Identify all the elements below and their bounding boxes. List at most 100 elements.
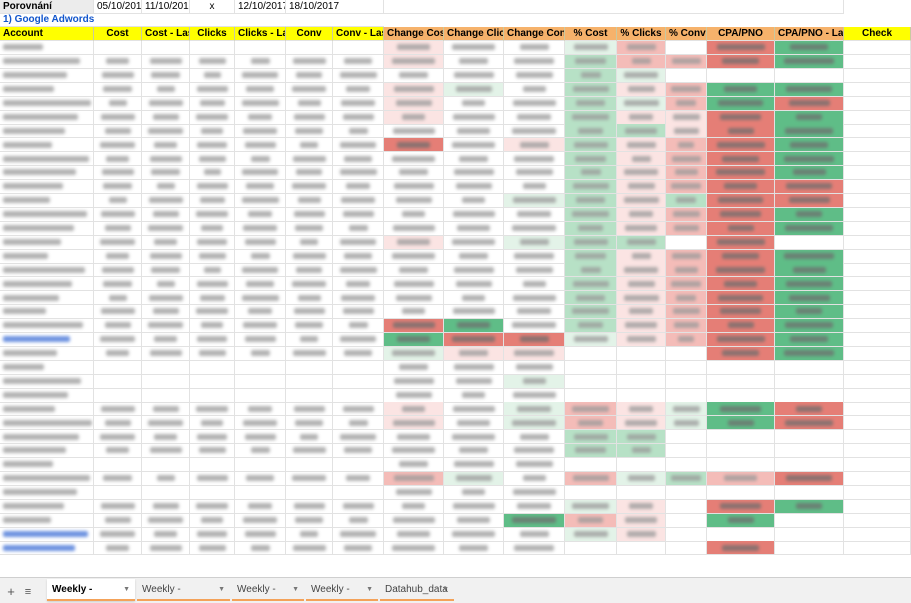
value-cell[interactable]: [775, 180, 844, 194]
value-cell[interactable]: [844, 458, 911, 472]
value-cell[interactable]: [94, 180, 142, 194]
value-cell[interactable]: [504, 430, 565, 445]
value-cell[interactable]: [333, 430, 384, 445]
value-cell[interactable]: [666, 416, 707, 431]
value-cell[interactable]: [142, 499, 190, 514]
value-cell[interactable]: [235, 458, 286, 472]
value-cell[interactable]: [190, 41, 235, 55]
value-cell[interactable]: [666, 458, 707, 472]
value-cell[interactable]: [444, 180, 504, 194]
account-cell[interactable]: [0, 124, 94, 139]
value-cell[interactable]: [504, 54, 565, 69]
value-cell[interactable]: [142, 388, 190, 403]
value-cell[interactable]: [235, 541, 286, 556]
value-cell[interactable]: [190, 513, 235, 528]
value-cell[interactable]: [384, 41, 444, 55]
value-cell[interactable]: [142, 374, 190, 389]
value-cell[interactable]: [504, 346, 565, 361]
value-cell[interactable]: [235, 374, 286, 389]
value-cell[interactable]: [844, 263, 911, 278]
value-cell[interactable]: [384, 221, 444, 236]
value-cell[interactable]: [94, 96, 142, 111]
all-sheets-icon[interactable]: ≡: [24, 586, 32, 598]
value-cell[interactable]: [94, 499, 142, 514]
value-cell[interactable]: [565, 485, 617, 500]
value-cell[interactable]: [384, 291, 444, 306]
value-cell[interactable]: [235, 332, 286, 347]
value-cell[interactable]: [444, 305, 504, 320]
value-cell[interactable]: [190, 68, 235, 83]
value-cell[interactable]: [333, 41, 384, 55]
value-cell[interactable]: [666, 124, 707, 139]
value-cell[interactable]: [844, 152, 911, 167]
range1-from[interactable]: 05/10/2017: [94, 0, 142, 14]
value-cell[interactable]: [775, 471, 844, 486]
value-cell[interactable]: [444, 110, 504, 125]
account-cell[interactable]: [0, 458, 94, 472]
value-cell[interactable]: [94, 374, 142, 389]
value-cell[interactable]: [235, 54, 286, 69]
value-cell[interactable]: [707, 193, 775, 208]
value-cell[interactable]: [504, 527, 565, 542]
value-cell[interactable]: [444, 541, 504, 556]
account-cell[interactable]: [0, 166, 94, 181]
account-cell[interactable]: [0, 180, 94, 194]
sheet-tab[interactable]: Weekly - Adwords ▼: [47, 579, 135, 601]
value-cell[interactable]: [333, 138, 384, 153]
value-cell[interactable]: [565, 513, 617, 528]
value-cell[interactable]: [775, 166, 844, 181]
value-cell[interactable]: [384, 207, 444, 222]
value-cell[interactable]: [707, 152, 775, 167]
value-cell[interactable]: [565, 82, 617, 97]
value-cell[interactable]: [94, 277, 142, 292]
value-cell[interactable]: [444, 458, 504, 472]
value-cell[interactable]: [384, 166, 444, 181]
value-cell[interactable]: [565, 110, 617, 125]
account-cell[interactable]: [0, 110, 94, 125]
value-cell[interactable]: [617, 207, 666, 222]
value-cell[interactable]: [444, 68, 504, 83]
account-cell[interactable]: [0, 541, 94, 556]
value-cell[interactable]: [94, 319, 142, 333]
value-cell[interactable]: [286, 68, 333, 83]
value-cell[interactable]: [666, 193, 707, 208]
value-cell[interactable]: [286, 319, 333, 333]
account-cell[interactable]: [0, 319, 94, 333]
value-cell[interactable]: [286, 166, 333, 181]
value-cell[interactable]: [707, 374, 775, 389]
value-cell[interactable]: [333, 82, 384, 97]
value-cell[interactable]: [565, 263, 617, 278]
value-cell[interactable]: [444, 374, 504, 389]
value-cell[interactable]: [94, 402, 142, 417]
value-cell[interactable]: [504, 291, 565, 306]
value-cell[interactable]: [286, 249, 333, 264]
value-cell[interactable]: [617, 54, 666, 69]
value-cell[interactable]: [844, 374, 911, 389]
value-cell[interactable]: [775, 499, 844, 514]
value-cell[interactable]: [190, 444, 235, 459]
value-cell[interactable]: [384, 499, 444, 514]
value-cell[interactable]: [190, 471, 235, 486]
value-cell[interactable]: [94, 471, 142, 486]
column-header[interactable]: Clicks: [190, 27, 235, 41]
value-cell[interactable]: [235, 138, 286, 153]
value-cell[interactable]: [286, 207, 333, 222]
value-cell[interactable]: [504, 41, 565, 55]
value-cell[interactable]: [565, 235, 617, 250]
value-cell[interactable]: [384, 319, 444, 333]
value-cell[interactable]: [775, 513, 844, 528]
value-cell[interactable]: [333, 541, 384, 556]
value-cell[interactable]: [286, 54, 333, 69]
section-title[interactable]: 1) Google Adwords: [0, 13, 384, 27]
value-cell[interactable]: [707, 346, 775, 361]
value-cell[interactable]: [707, 291, 775, 306]
chevron-down-icon[interactable]: ▼: [123, 586, 130, 593]
value-cell[interactable]: [190, 152, 235, 167]
value-cell[interactable]: [235, 96, 286, 111]
column-header[interactable]: % Cost: [565, 27, 617, 41]
value-cell[interactable]: [844, 249, 911, 264]
value-cell[interactable]: [286, 444, 333, 459]
value-cell[interactable]: [94, 193, 142, 208]
value-cell[interactable]: [190, 388, 235, 403]
value-cell[interactable]: [235, 249, 286, 264]
